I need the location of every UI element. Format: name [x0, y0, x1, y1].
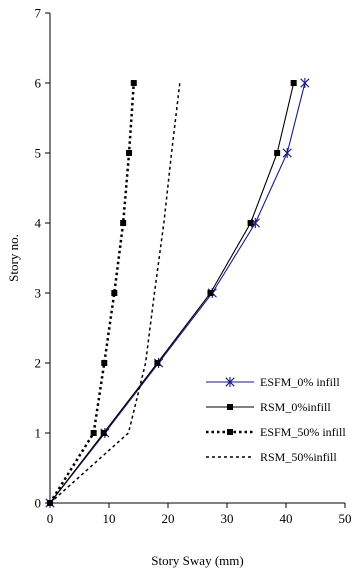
- series-layer: [45, 78, 310, 508]
- y-axis-title: Story no.: [6, 234, 21, 282]
- plot-area: 0 10 20 30 40 50 0 1 2 3 4 5 6 7: [35, 6, 352, 527]
- y-tick-label: 1: [35, 426, 42, 441]
- data-point: [120, 220, 127, 226]
- legend-marker: [225, 377, 235, 387]
- data-point: [111, 290, 118, 296]
- legend-label: ESFM_0% infill: [260, 375, 340, 389]
- x-tick-label: 30: [221, 511, 234, 526]
- data-point: [247, 220, 254, 226]
- legend-label: ESFM_50% infill: [260, 425, 346, 439]
- data-point: [300, 78, 310, 88]
- data-point: [90, 430, 97, 436]
- y-tick-label: 4: [35, 216, 42, 231]
- y-tick-label: 3: [35, 286, 42, 301]
- legend: ESFM_0% infill RSM_0%infill ESFM_50% infil…: [206, 375, 346, 464]
- legend-marker: [227, 429, 233, 435]
- series-2: [47, 80, 297, 506]
- legend-entry: RSM_0%infill: [206, 400, 331, 414]
- legend-entry: RSM_50%infill: [206, 450, 337, 464]
- legend-label: RSM_50%infill: [260, 450, 337, 464]
- x-tick-label: 20: [162, 511, 175, 526]
- legend-entry: ESFM_50% infill: [206, 425, 346, 439]
- x-tick-label: 40: [280, 511, 293, 526]
- x-tick-label: 10: [103, 511, 116, 526]
- series-line: [49, 82, 295, 504]
- y-tick-label: 0: [35, 496, 42, 511]
- x-tick-label: 0: [47, 511, 54, 526]
- legend-label: RSM_0%infill: [260, 400, 331, 414]
- x-axis-ticks: 0 10 20 30 40 50: [47, 503, 352, 526]
- series-3: [47, 80, 137, 506]
- y-tick-label: 2: [35, 356, 42, 371]
- y-tick-label: 5: [35, 146, 42, 161]
- data-point: [154, 360, 161, 366]
- data-point: [101, 360, 108, 366]
- x-axis-title: Story Sway (mm): [151, 553, 243, 568]
- y-tick-label: 7: [35, 6, 42, 21]
- series-line: [48, 82, 136, 504]
- data-point: [290, 80, 297, 86]
- data-point: [207, 290, 214, 296]
- series-1: [45, 78, 310, 508]
- data-point: [130, 80, 137, 86]
- data-point: [126, 150, 133, 156]
- y-axis-ticks: 0 1 2 3 4 5 6 7: [35, 6, 50, 511]
- data-point: [274, 150, 281, 156]
- legend-entry: ESFM_0% infill: [206, 375, 340, 389]
- data-point: [282, 148, 292, 158]
- data-point: [100, 430, 107, 436]
- legend-marker: [227, 404, 233, 410]
- series-line: [49, 82, 181, 504]
- y-tick-label: 6: [35, 76, 42, 91]
- series-4: [49, 82, 181, 504]
- x-tick-label: 50: [339, 511, 352, 526]
